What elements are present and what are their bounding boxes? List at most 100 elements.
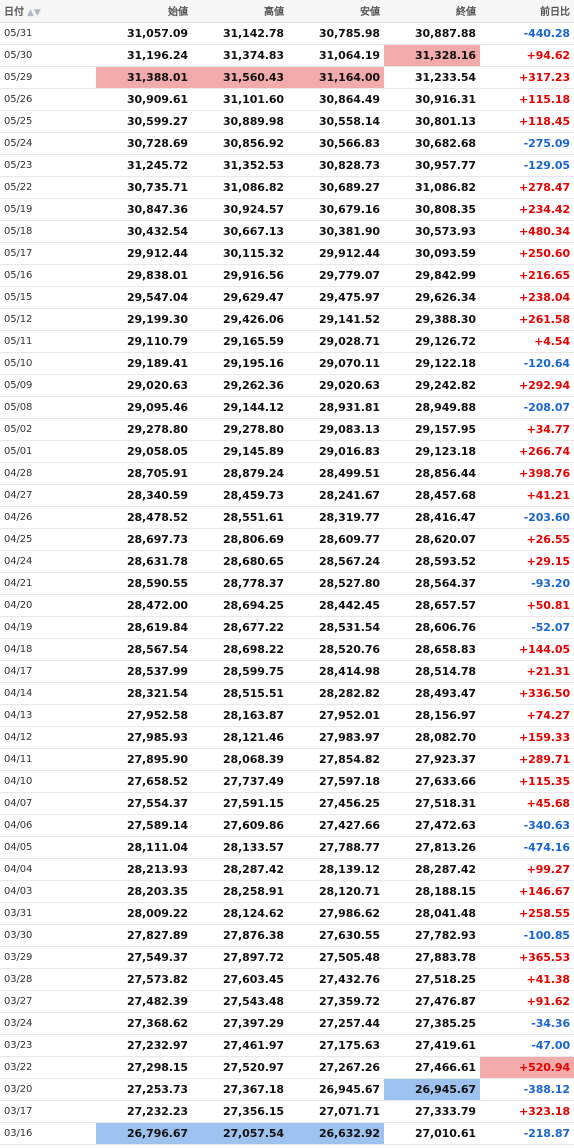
cell-close: 27,466.61 [384, 1056, 480, 1079]
cell-close: 30,887.88 [384, 22, 480, 45]
table-row: 05/12 29,199.30 29,426.06 29,141.52 29,388.3… [0, 308, 574, 331]
cell-change: +41.38 [480, 968, 574, 991]
cell-open: 27,368.62 [96, 1012, 192, 1035]
cell-change: +398.76 [480, 462, 574, 485]
cell-date: 04/26 [0, 506, 96, 529]
cell-high: 30,856.92 [192, 132, 288, 155]
cell-low: 27,359.72 [288, 990, 384, 1013]
cell-low: 26,632.92 [288, 1122, 384, 1145]
cell-high: 28,121.46 [192, 726, 288, 749]
table-row: 05/23 31,245.72 31,352.53 30,828.73 30,957.7… [0, 154, 574, 177]
cell-low: 29,779.07 [288, 264, 384, 287]
cell-date: 03/30 [0, 924, 96, 947]
cell-high: 28,677.22 [192, 616, 288, 639]
table-row: 05/02 29,278.80 29,278.80 29,083.13 29,157.9… [0, 418, 574, 441]
header-date[interactable]: 日付 ▲▼ [0, 0, 96, 23]
cell-open: 28,537.99 [96, 660, 192, 683]
cell-high: 31,352.53 [192, 154, 288, 177]
cell-change: -47.00 [480, 1034, 574, 1057]
cell-change: +238.04 [480, 286, 574, 309]
cell-high: 31,142.78 [192, 22, 288, 45]
cell-low: 27,432.76 [288, 968, 384, 991]
cell-change: -340.63 [480, 814, 574, 837]
cell-date: 05/10 [0, 352, 96, 375]
header-change[interactable]: 前日比 [480, 0, 574, 23]
cell-change: +234.42 [480, 198, 574, 221]
sort-up-down-icon[interactable]: ▲▼ [27, 8, 41, 19]
cell-low: 29,475.97 [288, 286, 384, 309]
table-row: 04/27 28,340.59 28,459.73 28,241.67 28,457.6… [0, 484, 574, 507]
cell-date: 05/30 [0, 44, 96, 67]
cell-high: 31,086.82 [192, 176, 288, 199]
cell-low: 27,456.25 [288, 792, 384, 815]
table-row: 03/23 27,232.97 27,461.97 27,175.63 27,419.6… [0, 1034, 574, 1057]
cell-high: 27,897.72 [192, 946, 288, 969]
cell-high: 27,356.15 [192, 1100, 288, 1123]
cell-date: 03/23 [0, 1034, 96, 1057]
cell-low: 29,141.52 [288, 308, 384, 331]
cell-change: +520.94 [480, 1056, 574, 1079]
table-row: 03/31 28,009.22 28,124.62 27,986.62 28,041.4… [0, 902, 574, 925]
cell-date: 04/12 [0, 726, 96, 749]
cell-open: 31,196.24 [96, 44, 192, 67]
cell-high: 28,694.25 [192, 594, 288, 617]
header-high[interactable]: 高値 [192, 0, 288, 23]
cell-date: 05/24 [0, 132, 96, 155]
cell-date: 04/10 [0, 770, 96, 793]
table-row: 04/17 28,537.99 28,599.75 28,414.98 28,514.7… [0, 660, 574, 683]
cell-date: 05/19 [0, 198, 96, 221]
cell-open: 28,111.04 [96, 836, 192, 859]
cell-date: 05/02 [0, 418, 96, 441]
table-row: 05/24 30,728.69 30,856.92 30,566.83 30,682.6… [0, 132, 574, 155]
table-row: 04/20 28,472.00 28,694.25 28,442.45 28,657.5… [0, 594, 574, 617]
cell-high: 29,278.80 [192, 418, 288, 441]
cell-open: 29,547.04 [96, 286, 192, 309]
cell-open: 28,631.78 [96, 550, 192, 573]
header-low[interactable]: 安値 [288, 0, 384, 23]
cell-date: 04/07 [0, 792, 96, 815]
cell-change: +4.54 [480, 330, 574, 353]
cell-close: 28,620.07 [384, 528, 480, 551]
table-row: 03/22 27,298.15 27,520.97 27,267.26 27,466.6… [0, 1056, 574, 1079]
header-close[interactable]: 終値 [384, 0, 480, 23]
cell-change: +74.27 [480, 704, 574, 727]
cell-close: 30,916.31 [384, 88, 480, 111]
cell-change: +118.45 [480, 110, 574, 133]
cell-close: 27,476.87 [384, 990, 480, 1013]
cell-high: 28,599.75 [192, 660, 288, 683]
table-row: 05/15 29,547.04 29,629.47 29,475.97 29,626.3… [0, 286, 574, 309]
cell-high: 27,603.45 [192, 968, 288, 991]
cell-date: 04/06 [0, 814, 96, 837]
cell-high: 27,057.54 [192, 1122, 288, 1145]
cell-high: 27,367.18 [192, 1078, 288, 1101]
cell-close: 28,188.15 [384, 880, 480, 903]
cell-change: +26.55 [480, 528, 574, 551]
cell-close: 28,457.68 [384, 484, 480, 507]
cell-low: 28,442.45 [288, 594, 384, 617]
cell-low: 29,020.63 [288, 374, 384, 397]
cell-high: 28,124.62 [192, 902, 288, 925]
cell-close: 27,419.61 [384, 1034, 480, 1057]
header-open[interactable]: 始値 [96, 0, 192, 23]
cell-close: 27,633.66 [384, 770, 480, 793]
table-row: 05/16 29,838.01 29,916.56 29,779.07 29,842.9… [0, 264, 574, 287]
cell-high: 28,287.42 [192, 858, 288, 881]
cell-close: 29,157.95 [384, 418, 480, 441]
cell-change: +261.58 [480, 308, 574, 331]
table-row: 05/10 29,189.41 29,195.16 29,070.11 29,122.1… [0, 352, 574, 375]
cell-change: +21.31 [480, 660, 574, 683]
cell-low: 30,558.14 [288, 110, 384, 133]
table-row: 04/14 28,321.54 28,515.51 28,282.82 28,493.4… [0, 682, 574, 705]
cell-open: 30,847.36 [96, 198, 192, 221]
cell-low: 28,241.67 [288, 484, 384, 507]
cell-close: 28,493.47 [384, 682, 480, 705]
cell-change: +289.71 [480, 748, 574, 771]
table-row: 04/18 28,567.54 28,698.22 28,520.76 28,658.8… [0, 638, 574, 661]
cell-open: 28,590.55 [96, 572, 192, 595]
cell-low: 29,083.13 [288, 418, 384, 441]
cell-close: 28,606.76 [384, 616, 480, 639]
cell-high: 28,068.39 [192, 748, 288, 771]
cell-low: 29,028.71 [288, 330, 384, 353]
cell-low: 29,016.83 [288, 440, 384, 463]
